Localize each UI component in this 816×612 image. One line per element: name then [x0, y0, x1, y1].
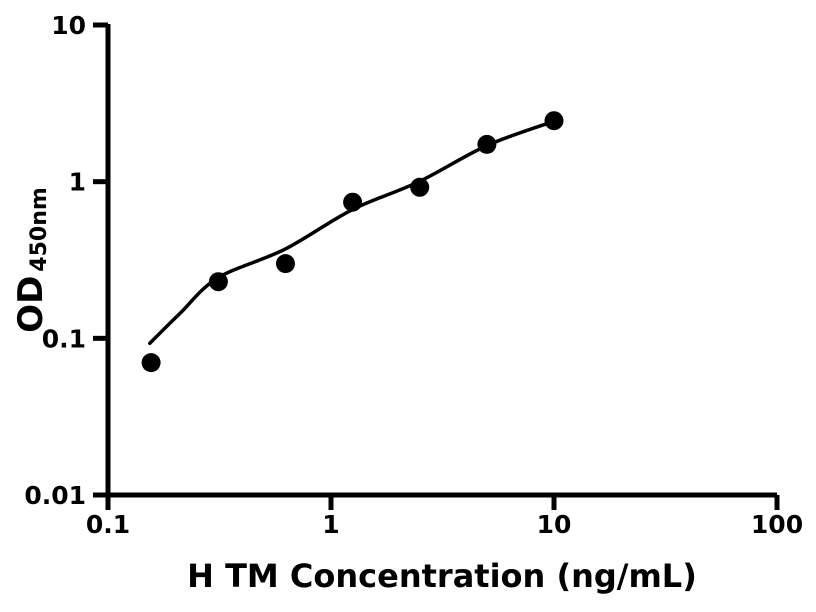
x-axis-ticks: 0.1 1 10 100 [86, 495, 803, 539]
data-point [208, 272, 228, 292]
y-tick-label: 10 [51, 11, 86, 40]
axis-lines [105, 24, 777, 498]
data-point [544, 111, 564, 131]
y-tick-label: 0.1 [42, 324, 86, 353]
data-points-group [141, 111, 564, 373]
x-axis-title: H TM Concentration (ng/mL) [187, 557, 697, 595]
data-point [477, 134, 497, 154]
y-axis-title-main: OD [11, 276, 51, 333]
fit-curve-line [148, 119, 556, 346]
y-tick-label: 0.01 [24, 481, 86, 510]
x-tick-label: 100 [751, 510, 803, 539]
x-tick-label: 1 [322, 510, 339, 539]
data-point [141, 353, 161, 373]
data-point [410, 177, 430, 197]
x-tick-label: 10 [537, 510, 572, 539]
y-axis-title: OD 450nm [11, 187, 52, 333]
data-point [276, 254, 295, 274]
x-tick-label: 0.1 [86, 510, 130, 539]
y-tick-label: 1 [69, 168, 86, 197]
y-axis-title-subscript: 450nm [27, 187, 52, 272]
y-axis-ticks: 0.01 0.1 1 10 [24, 11, 108, 510]
data-point [343, 192, 363, 212]
